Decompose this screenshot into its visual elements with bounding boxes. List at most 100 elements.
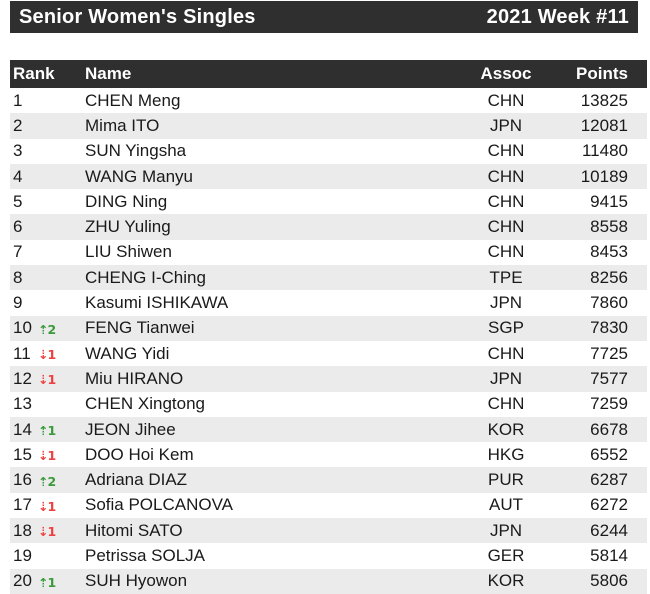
- association-code: CHN: [487, 90, 525, 110]
- rank-value: 8: [13, 267, 23, 287]
- table-header-row: Rank Name Assoc Points: [10, 60, 647, 88]
- rank-change-arrow-icon: [38, 403, 85, 405]
- association-code: AUT: [489, 495, 523, 515]
- rank-change-arrow-icon: [38, 555, 85, 557]
- rank-value: 3: [13, 141, 23, 161]
- player-name: FENG Tianwei: [85, 318, 195, 338]
- table-row: 6 ZHU Yuling CHN 8558: [10, 214, 647, 240]
- points-value: 8256: [590, 267, 628, 287]
- rank-change-arrow-icon: ⇡1: [38, 574, 56, 590]
- rank-change-arrow-icon: ⇣1: [38, 372, 56, 388]
- column-header-name: Name: [85, 64, 132, 83]
- table-row: 8 CHENG I-Ching TPE 8256: [10, 265, 647, 291]
- association-code: JPN: [489, 293, 523, 313]
- table-row: 15 ⇣1 DOO Hoi Kem HKG 6552: [10, 442, 647, 468]
- table-row: 7 LIU Shiwen CHN 8453: [10, 239, 647, 266]
- points-value: 7725: [590, 343, 628, 363]
- rank-value: 20: [13, 571, 32, 591]
- association-code: JPN: [489, 368, 523, 388]
- player-name: CHENG I-Ching: [85, 267, 206, 287]
- association-code: CHN: [487, 343, 525, 363]
- points-value: 12081: [580, 115, 628, 135]
- column-header-points: Points: [576, 64, 628, 83]
- player-name: Hitomi SATO: [85, 520, 183, 540]
- rank-change-arrow-icon: [38, 226, 85, 228]
- association-code: CHN: [487, 141, 525, 161]
- table-row: 16 ⇡2 Adriana DIAZ PUR 6287: [10, 467, 647, 493]
- rank-value: 9: [13, 293, 23, 313]
- rank-change-arrow-icon: ⇡2: [38, 473, 56, 489]
- points-value: 6552: [590, 444, 628, 464]
- points-value: 6678: [590, 419, 628, 439]
- rank-value: 15: [13, 444, 32, 464]
- player-name: Petrissa SOLJA: [85, 545, 205, 565]
- table-row: 10 ⇡2 FENG Tianwei SGP 7830: [10, 315, 647, 341]
- player-name: Mima ITO: [85, 115, 160, 135]
- association-code: TPE: [489, 267, 523, 287]
- column-header-assoc: Assoc: [480, 64, 532, 83]
- association-code: KOR: [487, 419, 525, 439]
- points-value: 6244: [590, 520, 628, 540]
- rank-change-arrow-icon: ⇣1: [38, 347, 56, 363]
- table-row: 11 ⇣1 WANG Yidi CHN 7725: [10, 340, 647, 367]
- table-row: 20 ⇡1 SUH Hyowon KOR 5806: [10, 568, 647, 594]
- player-name: LIU Shiwen: [85, 242, 172, 262]
- player-name: SUN Yingsha: [85, 141, 187, 161]
- rank-change-arrow-icon: ⇡1: [38, 423, 56, 438]
- rank-value: 17: [13, 495, 32, 515]
- rank-value: 11: [13, 343, 31, 363]
- rank-change-arrow-icon: ⇣1: [38, 524, 56, 540]
- title-bar: Senior Women's Singles 2021 Week #11: [10, 1, 638, 33]
- points-value: 7577: [590, 368, 628, 388]
- table-body: 1 CHEN Meng CHN 13825 2 Mima ITO JPN 120…: [10, 88, 647, 594]
- player-name: Miu HIRANO: [85, 368, 184, 388]
- table-row: 3 SUN Yingsha CHN 11480: [10, 138, 647, 164]
- association-code: CHN: [487, 191, 525, 211]
- points-value: 11480: [581, 141, 628, 161]
- column-header-rank: Rank: [13, 64, 55, 83]
- player-name: CHEN Meng: [85, 90, 181, 110]
- player-name: Adriana DIAZ: [85, 470, 188, 490]
- rank-change-arrow-icon: ⇡2: [38, 321, 56, 337]
- table-row: 1 CHEN Meng CHN 13825: [10, 88, 647, 114]
- table-row: 13 CHEN Xingtong CHN 7259: [10, 391, 647, 417]
- player-name: SUH Hyowon: [85, 571, 188, 591]
- table-row: 5 DING Ning CHN 9415: [10, 189, 647, 215]
- rank-value: 16: [13, 470, 32, 490]
- points-value: 6287: [590, 470, 628, 490]
- points-value: 5806: [590, 571, 628, 591]
- rank-change-arrow-icon: [38, 150, 85, 152]
- points-value: 6272: [590, 495, 628, 515]
- table-row: 19 Petrissa SOLJA GER 5814: [10, 543, 647, 569]
- association-code: HKG: [487, 444, 525, 464]
- rank-value: 2: [13, 115, 23, 135]
- association-code: CHN: [487, 394, 525, 414]
- points-value: 5814: [590, 545, 628, 565]
- rank-value: 14: [13, 419, 32, 439]
- player-name: DING Ning: [85, 191, 168, 211]
- association-code: JPN: [489, 520, 523, 540]
- rank-value: 12: [13, 368, 32, 388]
- points-value: 7259: [590, 394, 628, 414]
- rank-value: 5: [13, 191, 23, 211]
- player-name: CHEN Xingtong: [85, 394, 206, 414]
- week-label: 2021 Week #11: [486, 5, 629, 28]
- rank-value: 13: [13, 394, 32, 414]
- points-value: 13825: [580, 90, 628, 110]
- rank-change-arrow-icon: [38, 302, 85, 304]
- points-value: 8453: [590, 242, 628, 262]
- rank-value: 1: [13, 90, 23, 110]
- points-value: 9415: [590, 191, 628, 211]
- table-row: 12 ⇣1 Miu HIRANO JPN 7577: [10, 366, 647, 392]
- association-code: CHN: [487, 217, 525, 237]
- table-row: 4 WANG Manyu CHN 10189: [10, 163, 647, 190]
- player-name: ZHU Yuling: [85, 217, 171, 237]
- points-value: 8558: [590, 217, 628, 237]
- rank-change-arrow-icon: ⇣1: [38, 498, 56, 514]
- association-code: CHN: [487, 242, 525, 262]
- rank-value: 10: [13, 318, 32, 338]
- rank-change-arrow-icon: [38, 100, 85, 102]
- points-value: 10189: [580, 166, 628, 186]
- player-name: DOO Hoi Kem: [85, 444, 194, 464]
- association-code: JPN: [489, 115, 523, 135]
